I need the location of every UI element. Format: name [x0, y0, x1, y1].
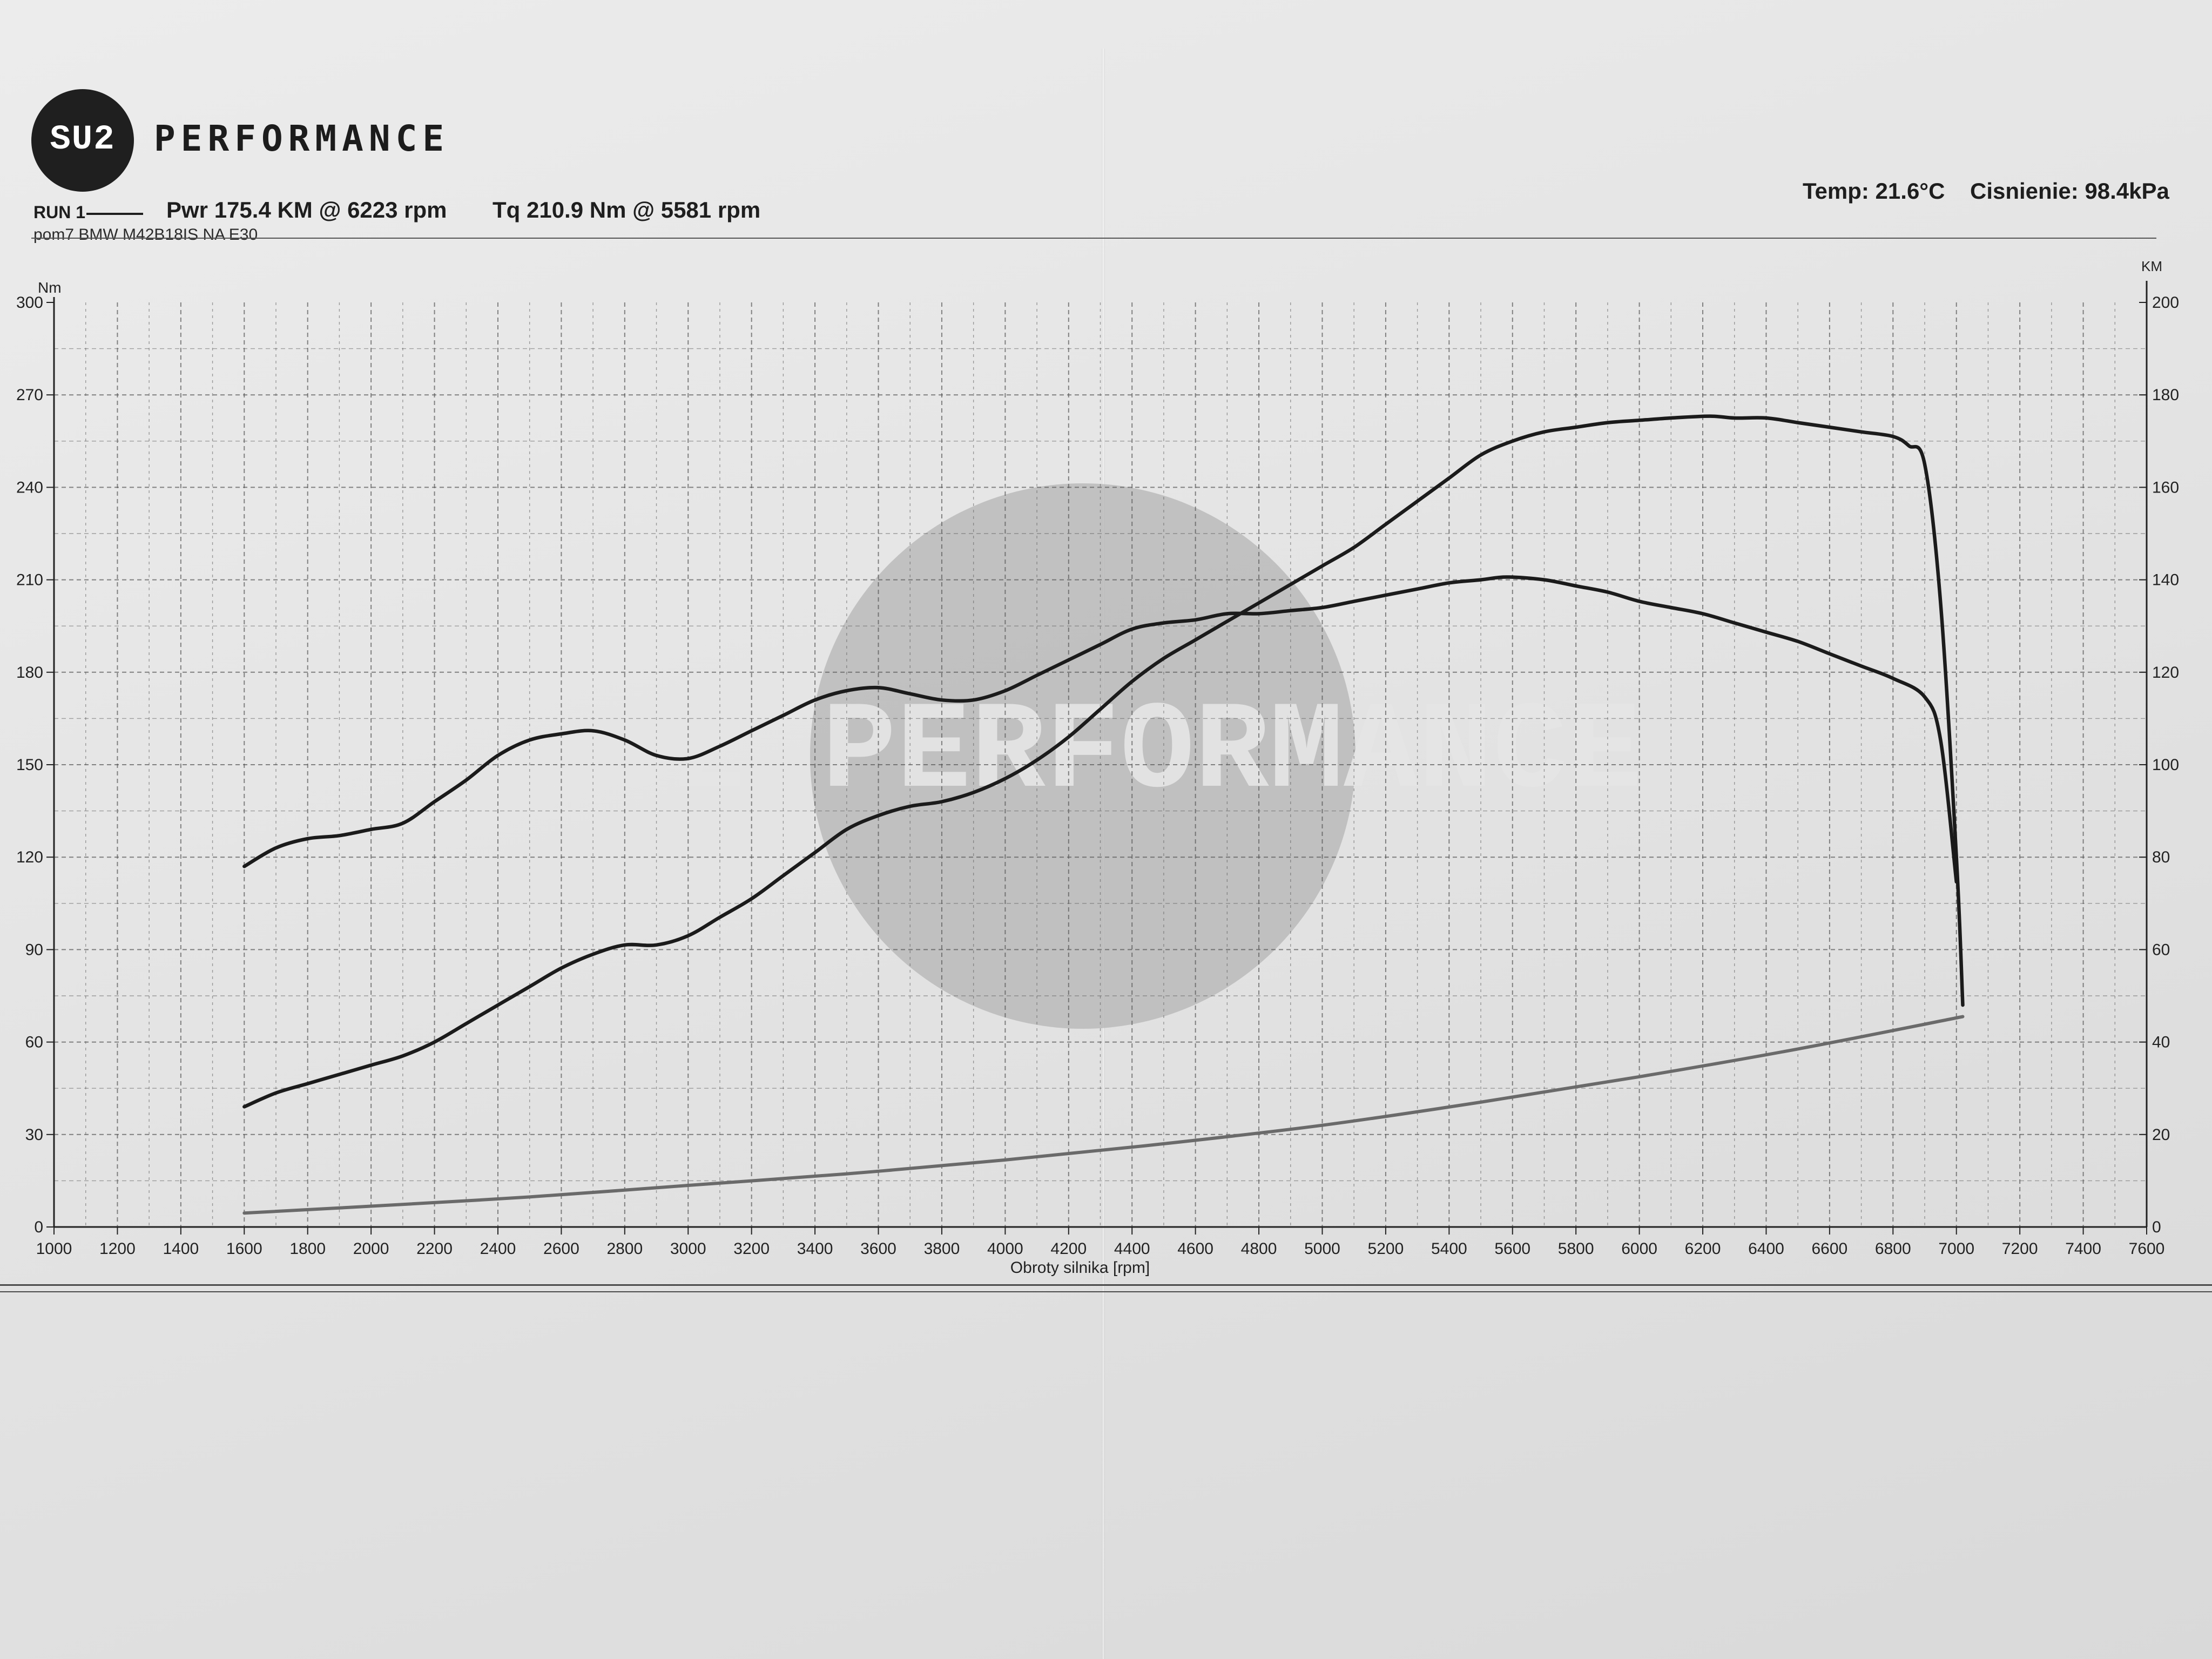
y-left-tick-label: 90: [25, 941, 43, 959]
x-tick-label: 1200: [99, 1240, 136, 1258]
x-tick-label: 3800: [924, 1240, 960, 1258]
x-tick-label: 6800: [1875, 1240, 1911, 1258]
torque-curve: [242, 575, 1958, 884]
y-right-tick-label: 40: [2152, 1034, 2170, 1051]
temperature-text: Temp: 21.6°C: [1803, 178, 1945, 204]
peak-power-text: Pwr 175.4 KM @ 6223 rpm: [166, 197, 447, 222]
y-left-tick-label: 0: [34, 1218, 43, 1236]
logo-badge-text: SU2: [50, 120, 116, 159]
y-right-tick-label: 120: [2152, 664, 2179, 682]
y-left-tick-label: 300: [16, 294, 43, 312]
y-left-tick-label: 180: [16, 664, 43, 682]
y-left-axis-title: Nm: [38, 279, 62, 296]
x-tick-label: 2800: [606, 1240, 643, 1258]
x-tick-label: 1000: [36, 1240, 72, 1258]
x-tick-label: 7200: [2002, 1240, 2038, 1258]
x-tick-label: 5200: [1368, 1240, 1404, 1258]
x-tick-label: 3200: [733, 1240, 770, 1258]
y-right-tick-label: 200: [2152, 294, 2179, 312]
x-tick-label: 4000: [987, 1240, 1023, 1258]
y-right-tick-label: 20: [2152, 1126, 2170, 1144]
x-tick-label: 4400: [1114, 1240, 1150, 1258]
y-left-tick-label: 150: [16, 756, 43, 774]
logo-brand: PERFORMANCE: [154, 118, 450, 159]
y-right-tick-label: 0: [2152, 1218, 2161, 1236]
x-tick-label: 6400: [1748, 1240, 1784, 1258]
x-tick-label: 3000: [670, 1240, 706, 1258]
run-legend-line: [86, 213, 143, 215]
x-tick-label: 5400: [1431, 1240, 1467, 1258]
y-right-tick-label: 140: [2152, 571, 2179, 589]
x-tick-label: 5000: [1304, 1240, 1340, 1258]
logo-badge: SU2: [31, 89, 134, 192]
x-tick-label: 2200: [416, 1240, 453, 1258]
y-right-tick-label: 160: [2152, 478, 2179, 496]
x-tick-label: 7400: [2065, 1240, 2101, 1258]
pressure-text: Cisnienie: 98.4kPa: [1970, 178, 2169, 204]
x-tick-label: 2600: [543, 1240, 579, 1258]
x-tick-label: 1800: [289, 1240, 326, 1258]
x-tick-label: 4600: [1177, 1240, 1213, 1258]
x-tick-label: 7600: [2129, 1240, 2165, 1258]
x-tick-label: 6600: [1812, 1240, 1848, 1258]
y-right-tick-label: 100: [2152, 756, 2179, 774]
x-tick-label: 4200: [1050, 1240, 1087, 1258]
header-divider: [31, 238, 2156, 239]
x-tick-label: 3600: [860, 1240, 896, 1258]
x-tick-label: 5800: [1558, 1240, 1594, 1258]
x-tick-label: 1600: [226, 1240, 262, 1258]
y-left-tick-label: 270: [16, 386, 43, 404]
x-tick-label: 4800: [1241, 1240, 1277, 1258]
x-axis-title: Obroty silnika [rpm]: [1010, 1259, 1150, 1277]
vehicle-name: pom7 BMW M42B18IS NA E30: [33, 226, 258, 244]
y-left-tick-label: 120: [16, 848, 43, 866]
power-curve: [242, 414, 1965, 1109]
watermark: SU2 PERFORMANCE: [524, 483, 1642, 1029]
chart-series: [242, 414, 1965, 1215]
x-tick-label: 6200: [1685, 1240, 1721, 1258]
x-tick-label: 3400: [797, 1240, 833, 1258]
x-tick-label: 6000: [1621, 1240, 1657, 1258]
y-left-tick-label: 60: [25, 1034, 43, 1051]
y-left-tick-label: 240: [16, 478, 43, 496]
y-left-tick-label: 30: [25, 1126, 43, 1144]
x-tick-label: 5600: [1494, 1240, 1530, 1258]
y-right-tick-label: 60: [2152, 941, 2170, 959]
y-right-axis-title: KM: [2141, 258, 2162, 274]
y-right-tick-label: 80: [2152, 848, 2170, 866]
chart-labels: 1000 1200 1400 1600 1800 2000 2200 2400 2600 2800…: [16, 258, 2179, 1277]
y-left-tick-label: 210: [16, 571, 43, 589]
run-label: RUN 1: [33, 203, 86, 222]
footer-divider: [0, 1284, 2212, 1292]
watermark-text: SU2 PERFORMANCE: [524, 683, 1642, 824]
x-tick-label: 7000: [1938, 1240, 1974, 1258]
y-right-tick-label: 180: [2152, 386, 2179, 404]
x-tick-label: 2400: [480, 1240, 516, 1258]
chart-grid: [54, 302, 2147, 1227]
x-tick-label: 1400: [163, 1240, 199, 1258]
loss-curve: [242, 1015, 1965, 1215]
chart-axes: [46, 281, 2148, 1235]
x-tick-label: 2000: [353, 1240, 389, 1258]
watermark-circle: [810, 483, 1355, 1029]
peak-torque-text: Tq 210.9 Nm @ 5581 rpm: [493, 197, 761, 222]
